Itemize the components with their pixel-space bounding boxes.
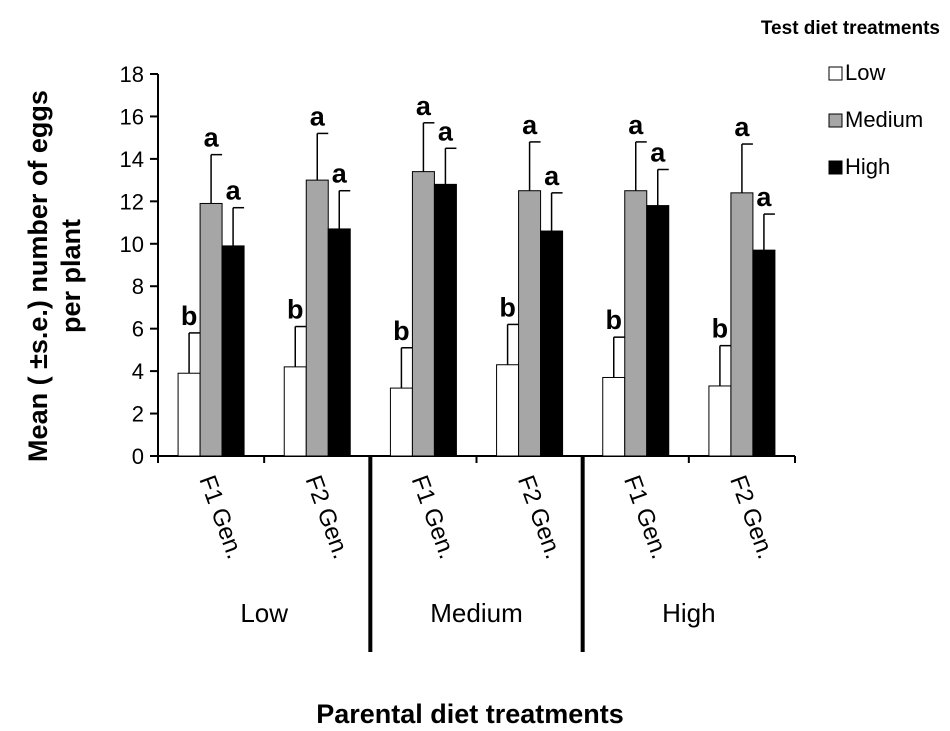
axes (150, 73, 796, 652)
significance-letter: b (287, 295, 304, 325)
bar (389, 387, 413, 457)
significance-letter: b (712, 314, 729, 344)
category-label: F2 Gen. (300, 472, 355, 563)
y-axis-title-line-1: Mean ( ±s.e.) number of eggs (23, 90, 53, 462)
bar (624, 190, 648, 457)
significance-letter: a (628, 110, 644, 140)
significance-letter: a (332, 159, 348, 189)
group-label: Medium (430, 598, 522, 628)
legend: Test diet treatments Low Medium High (761, 18, 940, 179)
bar (602, 376, 626, 457)
x-axis-title: Parental diet treatments (316, 699, 624, 729)
legend-items: Low Medium High (828, 60, 923, 179)
legend-title: Test diet treatments (761, 18, 940, 39)
legend-label: High (845, 154, 890, 179)
bar (199, 202, 223, 457)
bar (752, 249, 776, 457)
y-tick-label: 14 (120, 147, 144, 172)
y-tick-label: 10 (120, 232, 144, 257)
y-tick-label: 18 (120, 62, 144, 87)
legend-swatch (828, 66, 843, 81)
y-tick-label: 0 (132, 444, 144, 469)
significance-letter: a (310, 101, 326, 131)
legend-label: Medium (845, 107, 923, 132)
bar (496, 364, 520, 457)
group-label: Low (240, 598, 288, 628)
bar (221, 245, 245, 457)
significance-letter: b (393, 316, 410, 346)
bar (305, 179, 329, 457)
y-tick-label: 16 (120, 104, 144, 129)
category-label: F1 Gen. (193, 472, 248, 563)
bars (177, 122, 776, 457)
bar (518, 190, 542, 457)
significance-letter: b (499, 292, 516, 322)
y-tick-label: 2 (132, 402, 144, 427)
significance-letter: a (416, 91, 432, 121)
y-axis-title-line-2: per plant (56, 219, 86, 333)
bar (646, 205, 670, 457)
y-tick-label: 8 (132, 274, 144, 299)
significance-letter: a (544, 161, 560, 191)
category-label: F2 Gen. (724, 472, 779, 563)
y-tick-label: 4 (132, 359, 144, 384)
category-label: F1 Gen. (406, 472, 461, 563)
significance-letter: b (606, 305, 623, 335)
significance-letter: a (522, 110, 538, 140)
bar (708, 385, 732, 457)
legend-swatch (828, 160, 843, 175)
significance-letter: a (650, 138, 666, 168)
y-tick-label: 12 (120, 189, 144, 214)
bar (327, 228, 351, 457)
category-label: F2 Gen. (512, 472, 567, 563)
significance-letter: a (734, 112, 750, 142)
bar (433, 183, 457, 457)
group-label: High (662, 598, 715, 628)
significance-letter: a (204, 123, 220, 153)
bar (730, 192, 754, 457)
bar (411, 171, 435, 457)
legend-swatch (828, 113, 843, 128)
significance-letter: a (756, 182, 772, 212)
significance-letter: a (226, 176, 242, 206)
y-tick-label: 6 (132, 317, 144, 342)
legend-label: Low (845, 60, 885, 85)
bar (283, 366, 307, 457)
bar (177, 372, 201, 457)
significance-letter: b (181, 301, 198, 331)
significance-letter: a (438, 116, 454, 146)
category-label: F1 Gen. (618, 472, 673, 563)
bar (540, 230, 564, 457)
